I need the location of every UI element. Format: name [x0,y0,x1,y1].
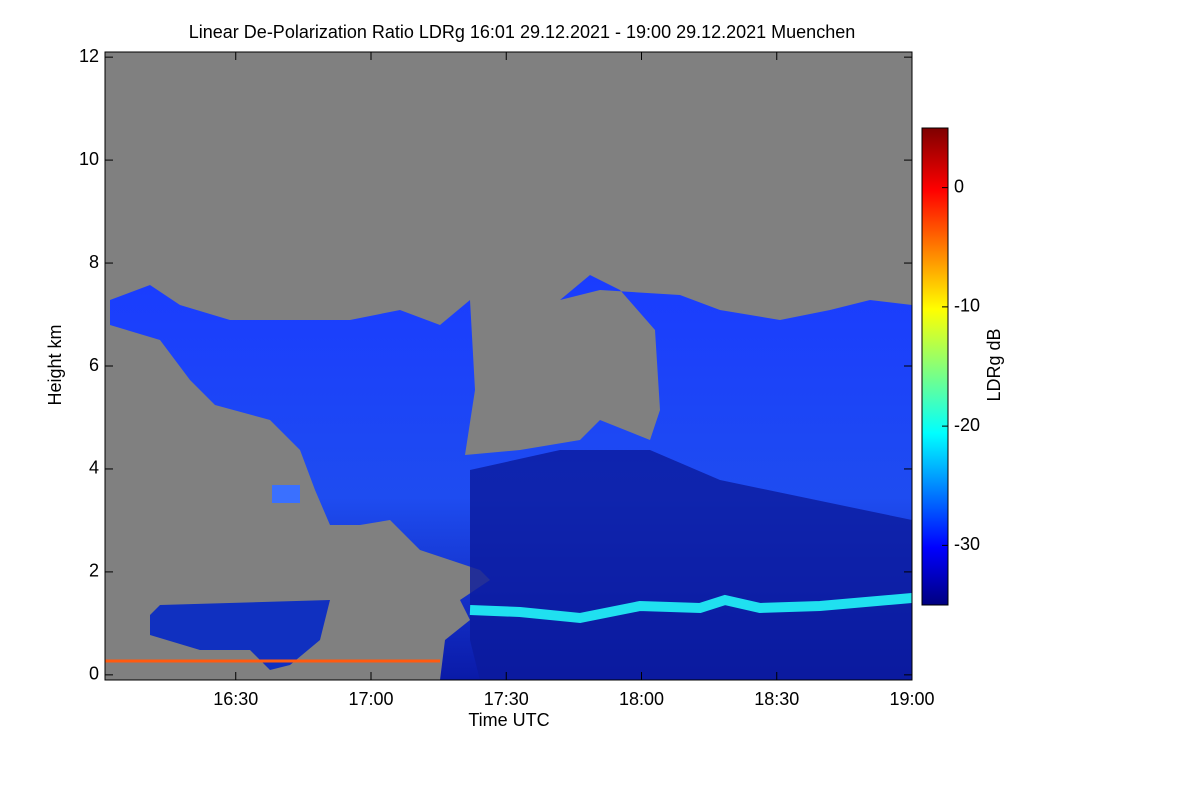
x-tick-label: 16:30 [213,689,258,709]
y-tick-label: 10 [79,149,99,169]
small-patch [272,485,300,503]
x-tick-label: 17:30 [484,689,529,709]
x-tick-label: 19:00 [889,689,934,709]
y-tick-label: 12 [79,46,99,66]
colorbar-tick-label: -30 [954,534,980,554]
boundary-layer-band [469,593,912,624]
x-tick-label: 17:00 [348,689,393,709]
x-axis-label: Time UTC [468,710,549,730]
y-tick-label: 6 [89,355,99,375]
y-tick-label: 2 [89,561,99,581]
y-tick-label: 0 [89,664,99,684]
chart-title: Linear De-Polarization Ratio LDRg 16:01 … [189,22,855,42]
colorbar-tick-label: 0 [954,176,964,196]
colorbar-tick-label: -10 [954,296,980,316]
y-tick-label: 4 [89,458,99,478]
x-tick-label: 18:30 [754,689,799,709]
ldr-field [105,275,912,680]
colorbar-label: LDRg dB [984,328,1004,401]
y-axis-label: Height km [45,324,65,405]
x-tick-label: 18:00 [619,689,664,709]
colorbar [921,127,949,606]
low-cloud [150,600,330,670]
y-tick-label: 8 [89,252,99,272]
colorbar-tick-label: -20 [954,415,980,435]
